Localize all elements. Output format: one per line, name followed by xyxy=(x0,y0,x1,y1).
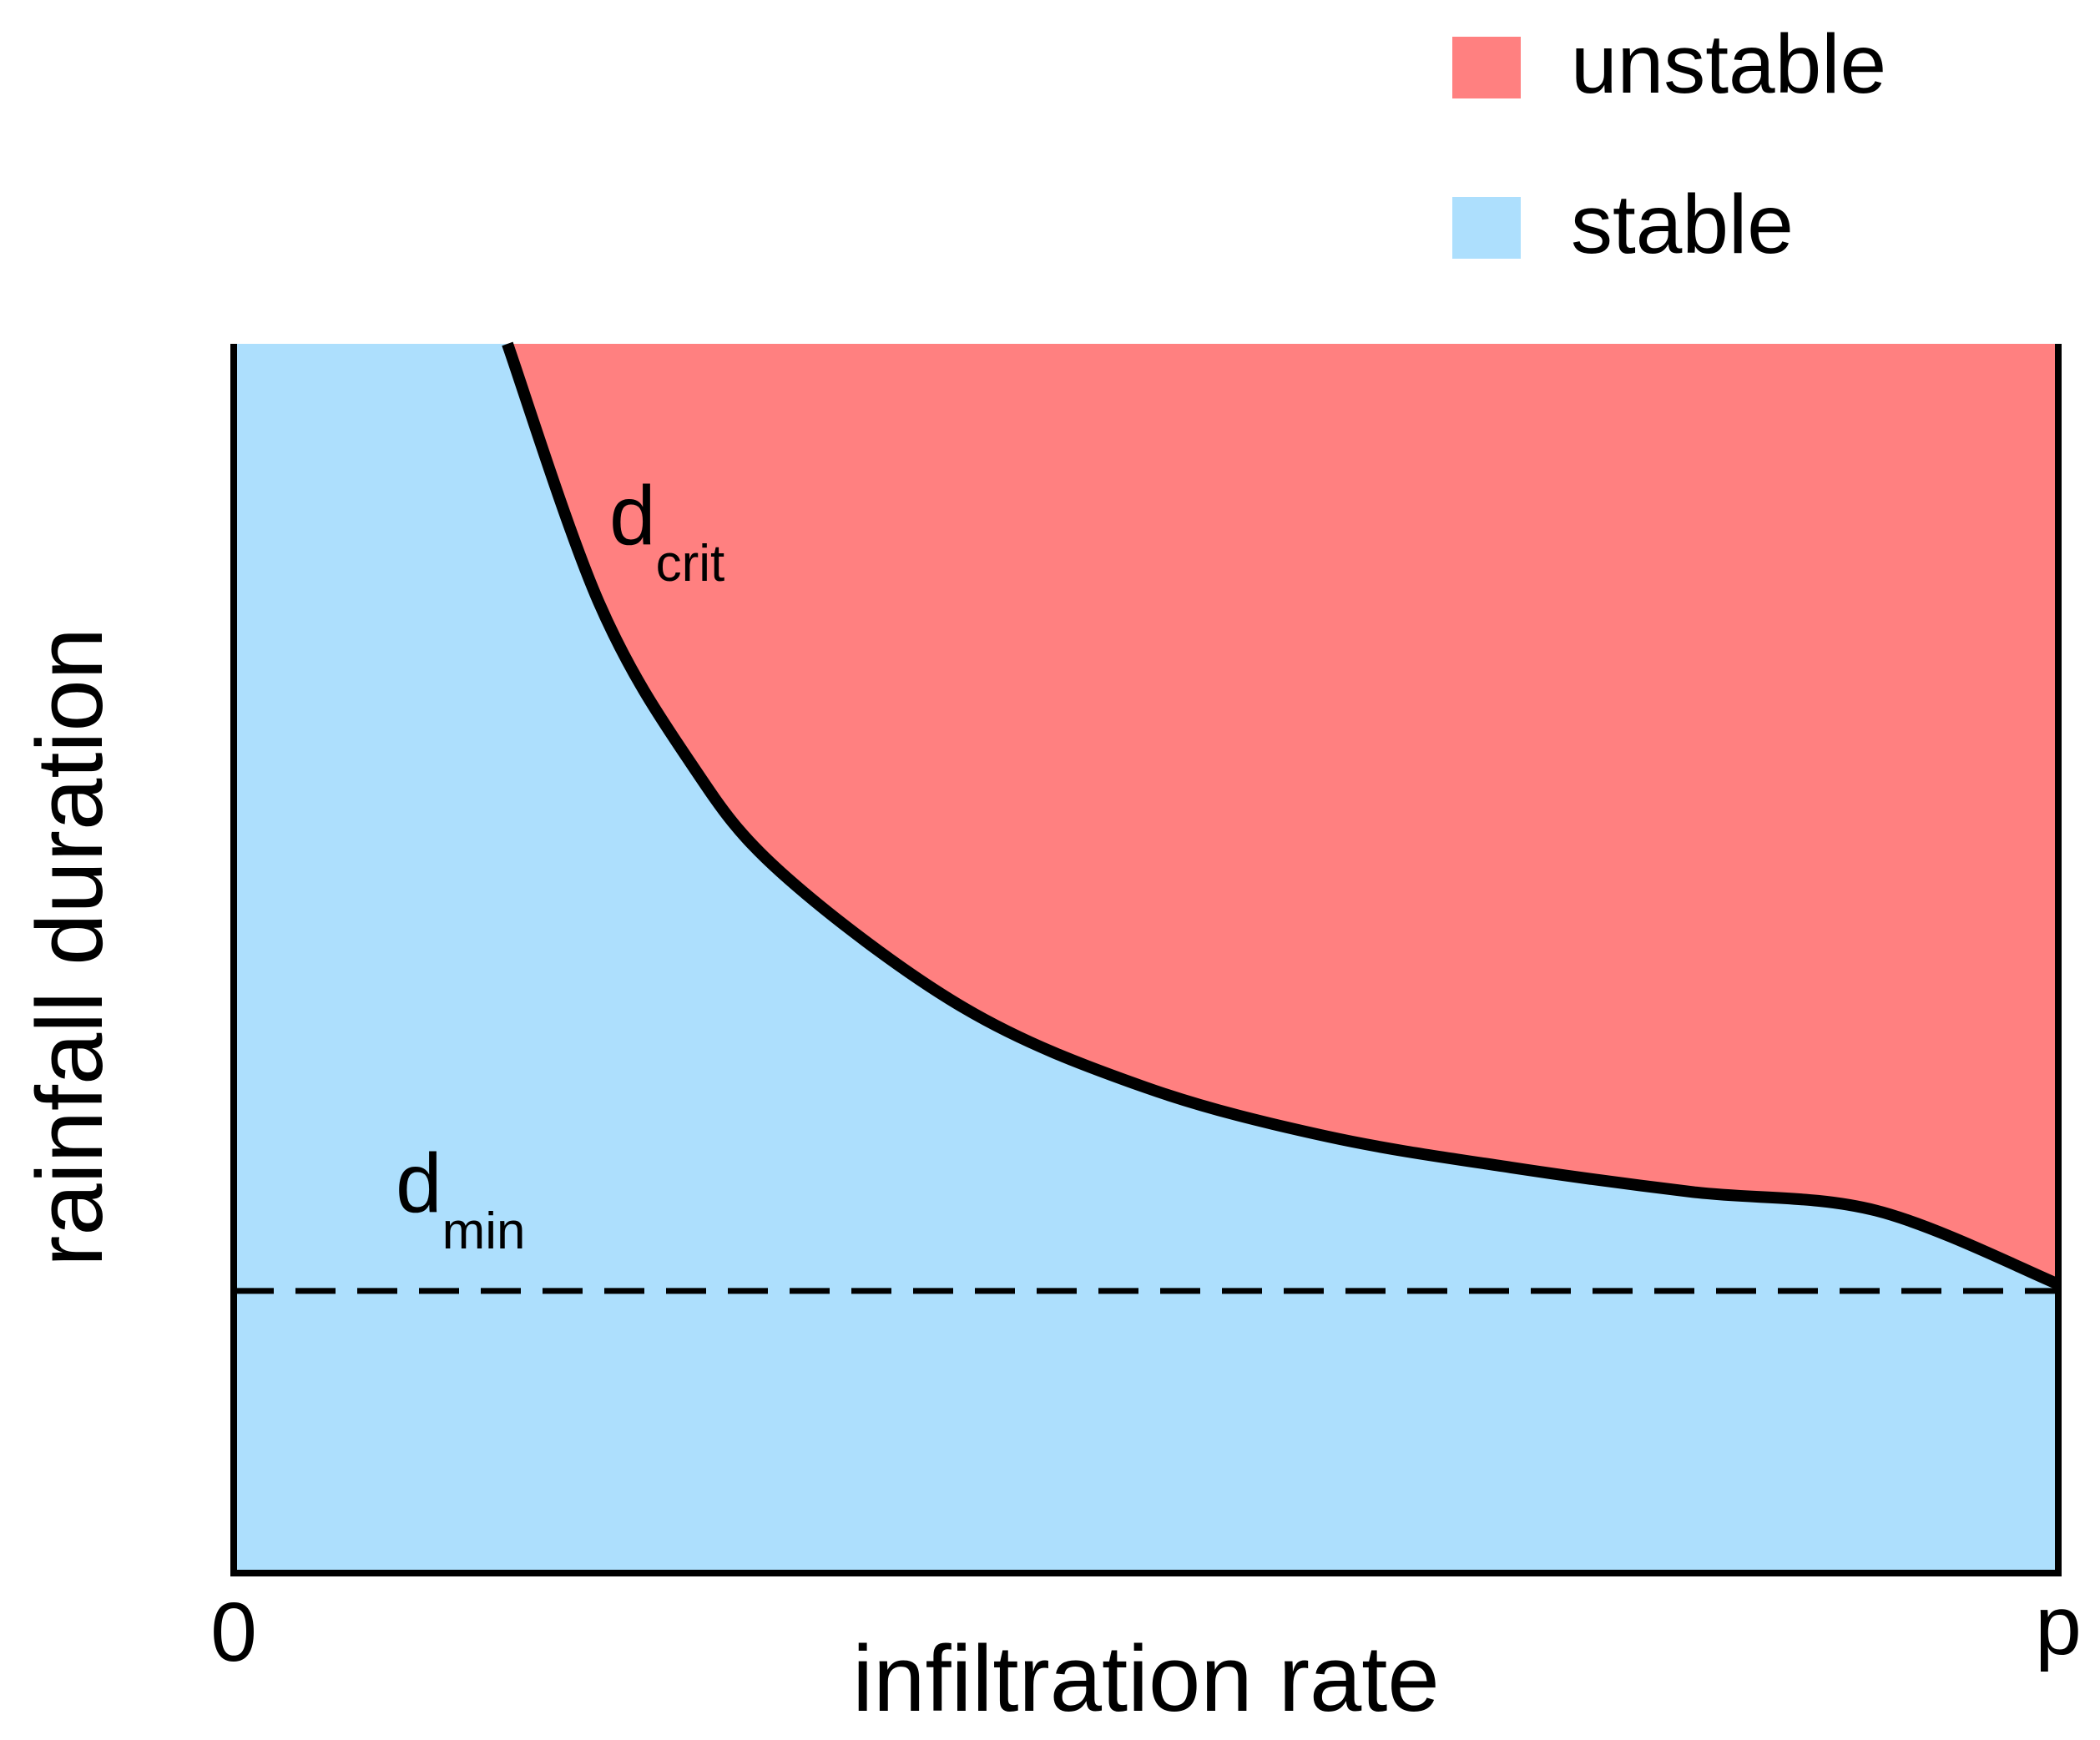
y-axis-label: rainfall duration xyxy=(18,628,122,1267)
legend-label-unstable: unstable xyxy=(1571,18,1886,111)
legend: unstable stable xyxy=(1452,18,1886,271)
d-min-label: dmin xyxy=(396,1137,526,1260)
d-crit-label-sub: crit xyxy=(656,535,725,593)
x-tick-label-0: 0 xyxy=(210,1586,257,1679)
legend-label-stable: stable xyxy=(1571,178,1794,271)
d-min-label-main: d xyxy=(396,1137,442,1230)
plot-frame xyxy=(230,344,2062,1576)
d-crit-label-main: d xyxy=(609,469,656,562)
d-crit-curve xyxy=(502,341,2061,1290)
x-tick-label-p: p xyxy=(2035,1579,2082,1672)
legend-swatch-unstable xyxy=(1452,37,1521,98)
x-axis-label: infiltration rate xyxy=(852,1627,1439,1731)
legend-swatch-stable xyxy=(1452,197,1521,259)
unstable-region xyxy=(507,344,2058,1284)
d-crit-label: dcrit xyxy=(609,469,724,593)
plot-area xyxy=(230,341,2062,1576)
d-min-label-sub: min xyxy=(442,1203,526,1260)
